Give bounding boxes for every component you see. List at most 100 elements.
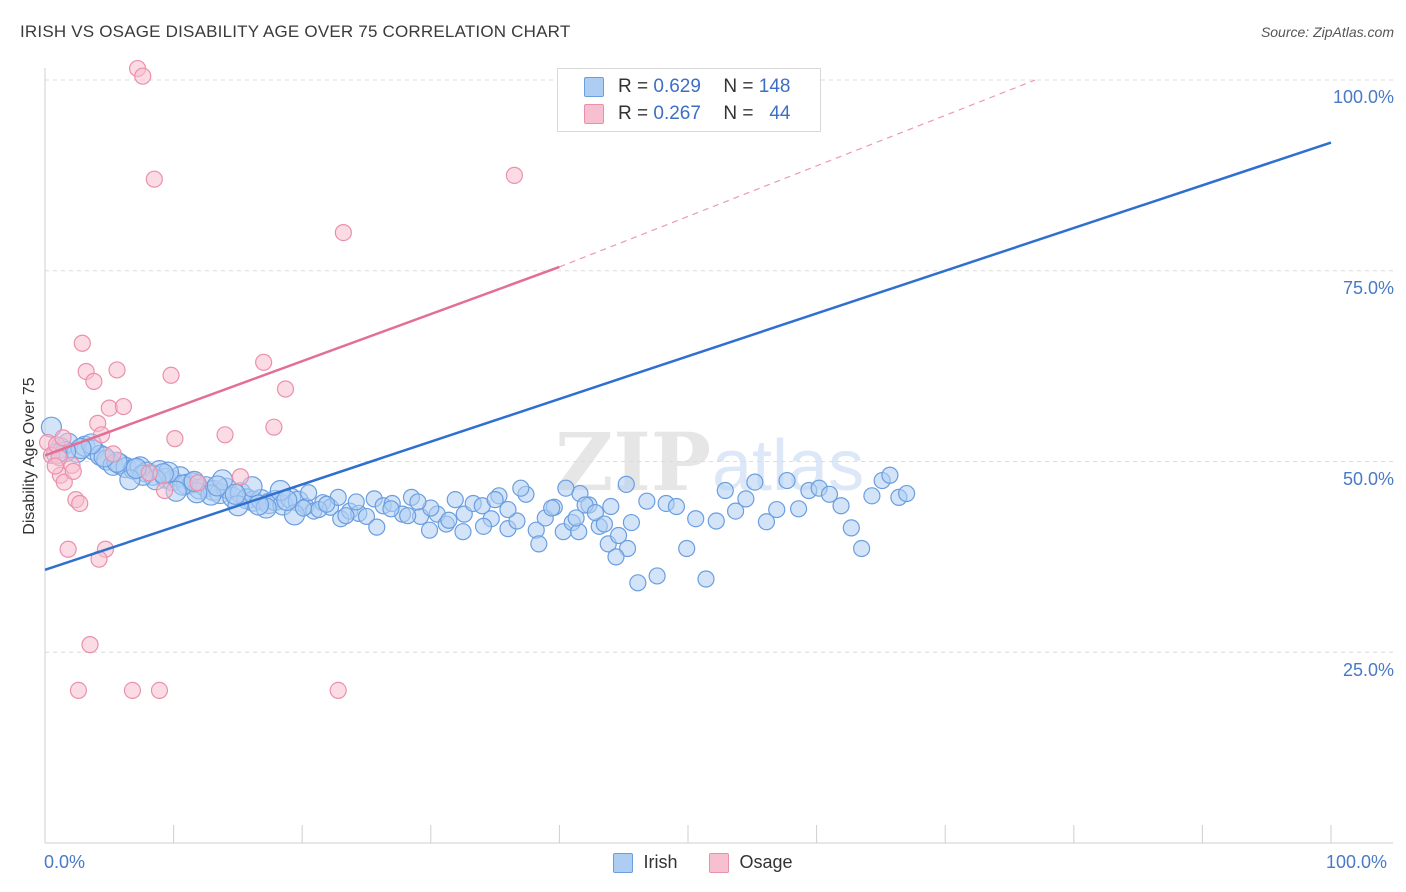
legend-item-osage: Osage	[709, 852, 793, 873]
irish-point	[399, 507, 417, 525]
irish-point	[789, 500, 808, 518]
irish-point	[382, 500, 400, 518]
irish-point	[347, 493, 365, 511]
osage-point	[46, 457, 64, 475]
osage-point	[329, 681, 347, 700]
irish-swatch	[584, 77, 604, 97]
osage-point	[85, 372, 103, 390]
irish-n-label: N =	[723, 76, 754, 97]
irish-point	[512, 479, 530, 497]
irish-point	[707, 512, 725, 530]
osage-point	[150, 681, 169, 700]
irish-point	[820, 485, 839, 503]
irish-point	[337, 507, 355, 525]
irish-point	[832, 497, 850, 515]
irish-point	[622, 513, 641, 532]
irish-point	[499, 500, 517, 519]
osage-point	[162, 366, 180, 384]
irish-point	[629, 574, 647, 592]
irish-point	[687, 510, 705, 528]
irish-point	[609, 526, 628, 545]
osage-point	[134, 67, 152, 85]
osage-point	[155, 481, 174, 500]
irish-point	[863, 487, 881, 505]
x-tick-label-min: 0.0%	[44, 852, 86, 872]
osage-point	[166, 430, 184, 448]
osage-n-label: N =	[723, 103, 754, 124]
y-tick-label-25: 25.0%	[1342, 660, 1394, 680]
irish-point	[454, 523, 472, 541]
irish-point	[300, 484, 318, 502]
irish-point	[768, 500, 786, 519]
series-legend: Irish Osage	[0, 852, 1406, 873]
osage-point	[255, 353, 273, 371]
irish-point	[648, 567, 666, 585]
irish-point	[678, 539, 696, 558]
irish-r-value: 0.629	[653, 76, 701, 97]
irish-point	[543, 499, 561, 517]
osage-point	[189, 474, 207, 492]
irish-point	[853, 539, 871, 558]
irish-n-value: 148	[758, 76, 791, 97]
irish-point	[486, 491, 504, 509]
legend-label-osage: Osage	[739, 852, 793, 872]
osage-trend-line	[44, 265, 560, 457]
irish-point	[446, 491, 464, 509]
irish-point	[276, 489, 298, 512]
legend-item-irish: Irish	[613, 852, 677, 873]
osage-swatch	[584, 104, 604, 124]
irish-point	[357, 507, 376, 526]
irish-point	[638, 492, 656, 510]
osage-point	[505, 166, 523, 184]
y-tick-label-50: 50.0%	[1342, 469, 1394, 489]
irish-point	[618, 539, 637, 558]
irish-point	[420, 521, 439, 539]
y-tick-label-75: 75.0%	[1342, 278, 1394, 298]
osage-point	[216, 426, 234, 444]
irish-point	[778, 471, 796, 490]
osage-point	[114, 397, 133, 416]
irish-point	[368, 518, 386, 536]
irish-point	[224, 483, 246, 505]
irish-point	[898, 484, 916, 503]
irish-point	[294, 499, 313, 517]
irish-point	[530, 535, 548, 553]
legend-swatch-irish	[613, 852, 634, 873]
irish-point	[842, 519, 860, 537]
watermark-atlas: atlas	[712, 426, 864, 506]
irish-point	[567, 509, 585, 527]
irish-point	[557, 479, 575, 497]
irish-point	[746, 473, 764, 491]
osage-trend-extension	[559, 79, 1036, 268]
irish-point	[595, 515, 614, 533]
osage-point	[334, 224, 352, 242]
irish-point	[586, 504, 605, 522]
osage-point	[145, 170, 163, 188]
osage-point	[59, 540, 77, 558]
osage-point	[69, 681, 88, 700]
irish-point	[508, 512, 526, 530]
irish-point	[757, 513, 776, 531]
osage-point	[108, 361, 126, 379]
y-tick-label-100: 100.0%	[1332, 87, 1394, 107]
irish-point	[409, 493, 427, 511]
legend-swatch-osage	[709, 852, 730, 873]
irish-trend-line	[44, 141, 1332, 572]
stats-legend: R = 0.629 N = 148 R = 0.267 N = 44	[557, 68, 821, 132]
osage-point	[231, 468, 250, 486]
osage-point	[71, 494, 89, 513]
irish-point	[726, 502, 745, 520]
irish-point	[607, 548, 625, 566]
irish-point	[667, 497, 686, 516]
stats-legend-osage: R = 0.267 N = 44	[584, 102, 790, 126]
osage-r-value: 0.267	[653, 103, 701, 124]
irish-point	[716, 481, 734, 500]
osage-r-label: R =	[618, 103, 649, 124]
irish-point	[617, 475, 635, 493]
osage-n-value: 44	[769, 103, 791, 124]
irish-point	[737, 490, 755, 508]
irish-point	[602, 497, 620, 516]
osage-point	[100, 399, 118, 417]
osage-point	[54, 429, 72, 447]
